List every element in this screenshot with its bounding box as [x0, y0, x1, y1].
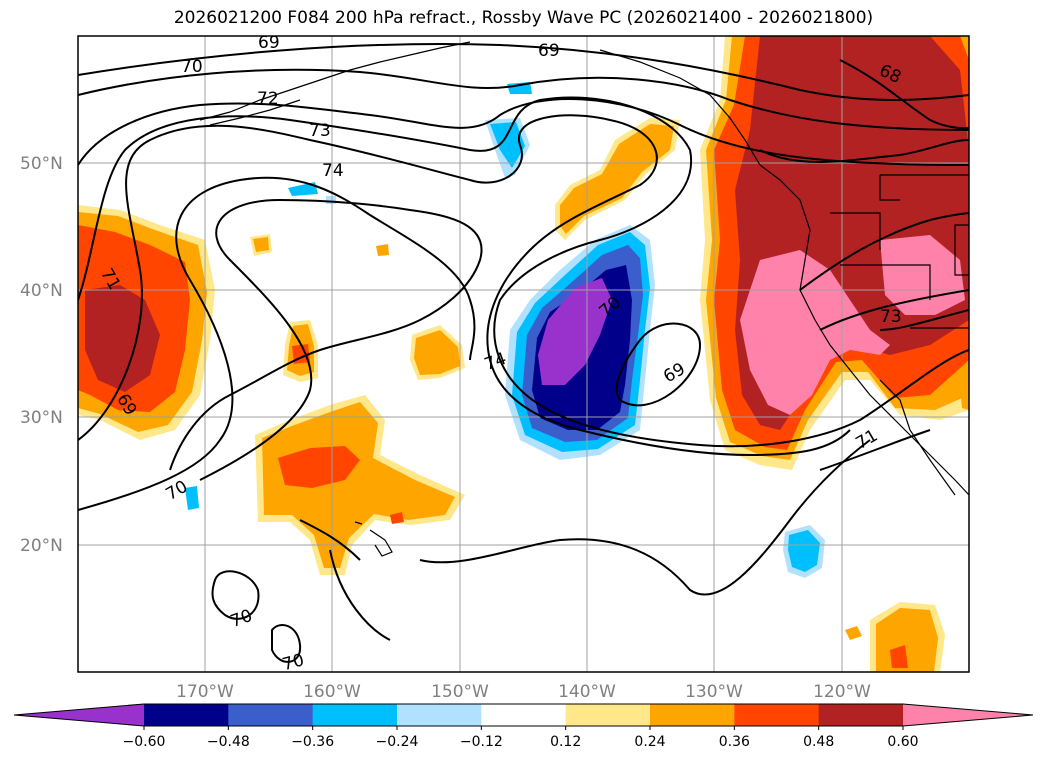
colorbar-bin [565, 704, 651, 726]
lat-label: 20°N [20, 536, 63, 556]
contour-label: 72 [257, 89, 279, 109]
colorbar: −0.60 −0.48 −0.36 −0.24 −0.12 0.12 0.24 0.36 0.4… [13, 703, 1034, 750]
contour-label: 73 [880, 307, 902, 327]
lon-label: 130°W [685, 682, 743, 702]
lon-label: 160°W [303, 682, 361, 702]
colorbar-tick-label: 0.60 [887, 734, 918, 750]
lat-label: 40°N [20, 281, 63, 301]
coastlines [199, 41, 969, 557]
graticule [78, 36, 969, 672]
negative-anomaly-fields [185, 82, 825, 578]
colorbar-bin [734, 704, 820, 726]
colorbar-extend-max [903, 704, 1033, 726]
colorbar-tick-label: 0.12 [550, 734, 581, 750]
colorbar-bin [144, 704, 229, 726]
contour-label: 74 [322, 161, 344, 181]
contour-label: 70 [280, 650, 306, 675]
colorbar-tick-label: 0.48 [803, 734, 834, 750]
lat-label: 50°N [20, 154, 63, 174]
lat-label: 30°N [20, 408, 63, 428]
latitude-axis: 50°N 40°N 30°N 20°N [20, 154, 63, 556]
colorbar-tick-label: −0.12 [460, 734, 503, 750]
colorbar-tick-label: 0.24 [634, 734, 665, 750]
colorbar-bin [312, 704, 398, 726]
contour-label: 73 [309, 121, 331, 141]
lon-label: 140°W [558, 682, 616, 702]
colorbar-bin [397, 704, 482, 726]
contour-label: 70 [181, 57, 203, 77]
longitude-axis: 170°W 160°W 150°W 140°W 130°W 120°W [176, 682, 871, 702]
contour-lines [78, 43, 969, 663]
colorbar-extend-min [14, 704, 144, 726]
lon-label: 170°W [176, 682, 234, 702]
map-frame [77, 35, 970, 673]
positive-anomaly-fields [78, 36, 969, 672]
map-title: 2026021200 F084 200 hPa refract., Rossby… [173, 8, 874, 28]
contour-label: 69 [258, 33, 280, 53]
colorbar-tick-label: 0.36 [719, 734, 750, 750]
colorbar-tick-label: −0.60 [123, 734, 166, 750]
colorbar-tick-label: −0.48 [207, 734, 250, 750]
lon-label: 150°W [431, 682, 489, 702]
colorbar-bin [228, 704, 314, 726]
colorbar-tick-label: −0.36 [291, 734, 334, 750]
contour-label: 69 [538, 41, 560, 61]
colorbar-tick-label: −0.24 [376, 734, 419, 750]
colorbar-bin [481, 704, 567, 726]
colorbar-bin [650, 704, 735, 726]
lon-label: 120°W [813, 682, 871, 702]
colorbar-bin [818, 704, 904, 726]
